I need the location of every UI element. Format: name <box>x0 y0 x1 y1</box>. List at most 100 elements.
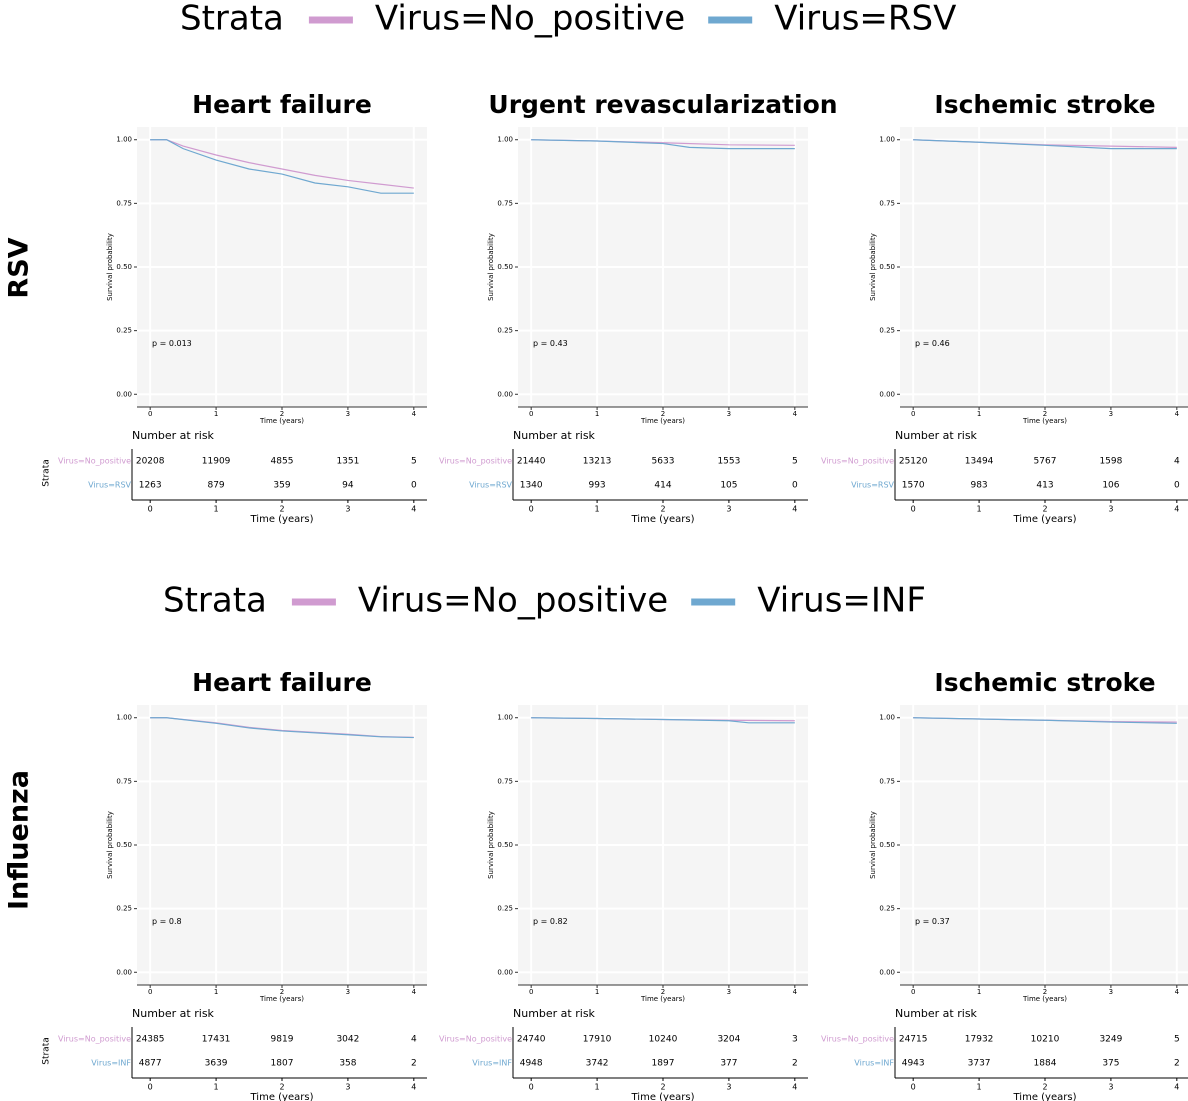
risk-x-tick-label: 3 <box>726 505 731 514</box>
risk-count: 1897 <box>652 1059 675 1069</box>
risk-title: Number at risk <box>132 1007 215 1020</box>
risk-count: 10210 <box>1031 1035 1060 1045</box>
x-tick-label: 2 <box>280 410 284 418</box>
risk-count: 13213 <box>583 457 612 467</box>
risk-x-tick-label: 4 <box>792 505 797 514</box>
risk-count: 0 <box>1174 481 1180 491</box>
x-tick-label: 3 <box>1109 410 1113 418</box>
risk-count: 1598 <box>1099 457 1122 467</box>
risk-x-tick-label: 3 <box>345 505 350 514</box>
y-tick-label: 0.25 <box>879 327 895 335</box>
risk-count: 105 <box>720 481 737 491</box>
y-tick-label: 0.00 <box>116 968 132 976</box>
risk-x-tick-label: 2 <box>1042 1083 1047 1092</box>
risk-count: 9819 <box>271 1035 294 1045</box>
y-axis-label: Survival probability <box>487 233 495 301</box>
risk-count: 377 <box>720 1059 737 1069</box>
risk-x-tick-label: 3 <box>726 1083 731 1092</box>
risk-count: 414 <box>654 481 671 491</box>
risk-count: 17431 <box>202 1035 231 1045</box>
risk-x-tick-label: 4 <box>1174 1083 1179 1092</box>
risk-x-tick-label: 4 <box>792 1083 797 1092</box>
risk-x-label: Time (years) <box>250 1092 314 1101</box>
risk-x-label: Time (years) <box>631 1092 695 1101</box>
risk-count: 2 <box>1174 1059 1180 1069</box>
y-tick-label: 1.00 <box>116 714 132 722</box>
y-tick-label: 0.25 <box>879 905 895 913</box>
risk-count: 4948 <box>520 1059 543 1069</box>
risk-count: 4943 <box>902 1059 925 1069</box>
panel-title: Heart failure <box>192 668 372 697</box>
risk-count: 5767 <box>1034 457 1057 467</box>
y-tick-label: 0.00 <box>497 968 513 976</box>
p-value: p = 0.46 <box>915 339 950 348</box>
survival-curve <box>150 139 414 189</box>
risk-count: 358 <box>339 1059 356 1069</box>
risk-x-tick-label: 1 <box>977 1083 982 1092</box>
risk-count: 24385 <box>136 1035 165 1045</box>
panel-title: Ischemic stroke <box>934 90 1155 119</box>
y-tick-label: 0.50 <box>497 841 513 849</box>
risk-title: Number at risk <box>513 429 596 442</box>
row-label: Influenza <box>4 770 35 910</box>
y-tick-label: 0.50 <box>879 263 895 271</box>
y-tick-label: 0.25 <box>497 327 513 335</box>
risk-title: Number at risk <box>132 429 215 442</box>
risk-count: 375 <box>1102 1059 1119 1069</box>
risk-x-tick-label: 3 <box>345 1083 350 1092</box>
x-tick-label: 1 <box>977 988 981 996</box>
p-value: p = 0.37 <box>915 917 950 926</box>
risk-count: 3737 <box>968 1059 991 1069</box>
x-axis-label: Time (years) <box>1022 995 1067 1003</box>
legend-label: Virus=No_positive <box>358 581 668 621</box>
survival-curve <box>913 717 1177 724</box>
risk-x-label: Time (years) <box>1013 514 1077 525</box>
y-axis-label: Survival probability <box>869 233 877 301</box>
risk-strata-label: Virus=INF <box>91 1059 131 1068</box>
y-tick-label: 0.75 <box>879 199 895 207</box>
x-tick-label: 3 <box>1109 988 1113 996</box>
y-tick-label: 1.00 <box>879 136 895 144</box>
x-tick-label: 4 <box>1175 988 1180 996</box>
risk-count: 0 <box>411 481 417 491</box>
risk-strata-label: Virus=No_positive <box>439 1035 512 1044</box>
risk-x-tick-label: 3 <box>1108 1083 1113 1092</box>
survival-curve <box>531 717 795 724</box>
risk-x-tick-label: 1 <box>977 505 982 514</box>
risk-x-tick-label: 4 <box>1174 505 1179 514</box>
x-tick-label: 4 <box>793 410 798 418</box>
risk-count: 5 <box>1174 1035 1180 1045</box>
legend-label: Virus=No_positive <box>375 0 685 39</box>
risk-strata-label: Virus=RSV <box>469 481 512 490</box>
x-tick-label: 3 <box>727 410 731 418</box>
risk-strata-label: Virus=INF <box>854 1059 894 1068</box>
p-value: p = 0.82 <box>533 917 568 926</box>
risk-title: Number at risk <box>895 1007 978 1020</box>
risk-count: 3 <box>792 1035 798 1045</box>
risk-count: 4877 <box>139 1059 162 1069</box>
y-tick-label: 0.75 <box>879 777 895 785</box>
risk-count: 993 <box>588 481 605 491</box>
x-tick-label: 1 <box>214 988 218 996</box>
risk-x-tick-label: 4 <box>411 1083 416 1092</box>
x-tick-label: 1 <box>977 410 981 418</box>
y-axis-label: Survival probability <box>106 233 114 301</box>
x-tick-label: 0 <box>911 410 915 418</box>
x-tick-label: 3 <box>346 988 350 996</box>
x-tick-label: 0 <box>911 988 915 996</box>
risk-count: 413 <box>1036 481 1053 491</box>
y-tick-label: 0.00 <box>879 968 895 976</box>
risk-title: Number at risk <box>895 429 978 442</box>
y-tick-label: 0.00 <box>116 390 132 398</box>
risk-x-tick-label: 2 <box>1042 505 1047 514</box>
risk-count: 1263 <box>139 481 162 491</box>
x-tick-label: 2 <box>280 988 284 996</box>
row-label: RSV <box>4 237 35 298</box>
y-axis-label: Survival probability <box>106 811 114 879</box>
risk-count: 1553 <box>717 457 740 467</box>
risk-x-tick-label: 1 <box>214 1083 219 1092</box>
y-tick-label: 0.00 <box>879 390 895 398</box>
x-axis-label: Time (years) <box>1022 417 1067 425</box>
